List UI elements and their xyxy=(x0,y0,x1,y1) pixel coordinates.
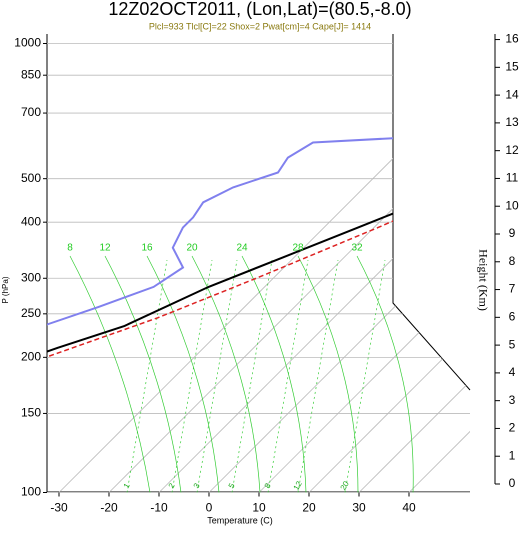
plot-area xyxy=(47,34,470,493)
y2-tick-label: 6 xyxy=(509,310,516,324)
y-tick-label: 300 xyxy=(21,270,41,284)
y-tick-label: 500 xyxy=(21,171,41,185)
y2-tick-label: 9 xyxy=(509,226,516,240)
mixing-ratio-label: 2 xyxy=(167,481,177,490)
moist-adiabat xyxy=(297,255,359,493)
mixing-ratio-label: 8 xyxy=(263,481,273,490)
moist-adiabat-label: 20 xyxy=(186,243,198,254)
isotherm xyxy=(308,34,470,493)
y2-tick-label: 10 xyxy=(505,198,519,212)
moist-adiabat-label: 32 xyxy=(351,243,363,254)
y-tick-label: 250 xyxy=(21,306,41,320)
y2-tick-label: 2 xyxy=(509,421,516,435)
mixing-ratio-line xyxy=(297,259,339,493)
y-tick-label: 200 xyxy=(21,350,41,364)
mixing-ratio-line xyxy=(126,259,168,493)
chart-subtitle: Plcl=933 Tlcl[C]=22 Shox=2 Pwat[cm]=4 Ca… xyxy=(149,21,371,31)
moist-adiabat-label: 8 xyxy=(67,243,73,254)
profile-line xyxy=(47,44,470,493)
y-tick-label: 100 xyxy=(21,485,41,499)
y2-tick-label: 13 xyxy=(505,115,519,129)
axis-frame-right xyxy=(392,34,471,391)
moist-adiabat xyxy=(69,255,151,493)
isotherm xyxy=(408,34,470,493)
chart-title: 12Z02OCT2011, (Lon,Lat)=(80.5,-8.0) xyxy=(108,0,411,19)
y2-axis-label: Height (Km) xyxy=(476,249,490,311)
y2-tick-label: 5 xyxy=(509,337,516,351)
isotherm xyxy=(258,34,470,493)
y2-tick-label: 14 xyxy=(505,87,519,101)
x-tick-label: 10 xyxy=(252,501,266,515)
mixing-ratio-label: 3 xyxy=(192,481,202,490)
y-tick-label: 400 xyxy=(21,214,41,228)
y2-tick-label: 15 xyxy=(505,60,519,74)
y2-tick-label: 8 xyxy=(509,254,516,268)
moist-adiabat-label: 16 xyxy=(141,243,153,254)
y2-tick-label: 0 xyxy=(509,476,516,490)
x-tick-label: -10 xyxy=(150,501,168,515)
mixing-ratio-line xyxy=(267,259,309,493)
mixing-ratio-label: 12 xyxy=(292,479,305,492)
y-axis-label: P (hPa) xyxy=(1,276,10,303)
moist-adiabat-label: 28 xyxy=(292,243,304,254)
mixing-ratio-line xyxy=(344,259,386,493)
x-tick-label: 0 xyxy=(206,501,213,515)
moist-adiabat-label: 24 xyxy=(236,243,248,254)
mixing-ratio-line xyxy=(231,259,273,493)
y2-tick-label: 12 xyxy=(505,143,519,157)
mixing-ratio-line xyxy=(171,259,213,493)
moist-adiabat xyxy=(146,255,220,493)
x-axis-label: Temperature (C) xyxy=(207,515,273,525)
mixing-ratio-label: 1 xyxy=(122,481,132,490)
y-tick-label: 1000 xyxy=(14,36,41,50)
profile-line xyxy=(47,42,470,493)
y2-tick-label: 16 xyxy=(505,32,519,46)
isotherm xyxy=(58,34,470,493)
mixing-ratio-label: 5 xyxy=(227,481,237,490)
x-tick-label: 40 xyxy=(402,501,416,515)
y2-tick-label: 3 xyxy=(509,393,516,407)
isotherm xyxy=(358,34,470,493)
moist-adiabat xyxy=(356,255,414,493)
x-tick-label: -20 xyxy=(100,501,118,515)
x-tick-label: 30 xyxy=(352,501,366,515)
moist-adiabat xyxy=(241,255,307,493)
y-tick-label: 700 xyxy=(21,105,41,119)
mixing-ratio-line xyxy=(196,259,238,493)
moist-adiabat xyxy=(191,255,261,493)
moist-adiabat-label: 12 xyxy=(99,243,111,254)
moist-adiabat xyxy=(104,255,182,493)
y2-tick-label: 1 xyxy=(509,448,516,462)
profile-line xyxy=(47,42,470,408)
x-tick-label: -30 xyxy=(50,501,68,515)
y2-tick-label: 7 xyxy=(509,282,516,296)
mixing-ratio-label: 20 xyxy=(339,479,352,492)
y-tick-label: 850 xyxy=(21,67,41,81)
isotherm xyxy=(108,34,470,493)
y-tick-label: 150 xyxy=(21,406,41,420)
isotherm xyxy=(208,34,470,493)
x-tick-label: 20 xyxy=(302,501,316,515)
axis-frame xyxy=(46,34,470,493)
y2-tick-label: 11 xyxy=(506,171,519,185)
y2-tick-label: 4 xyxy=(509,365,516,379)
isotherm xyxy=(158,34,470,493)
